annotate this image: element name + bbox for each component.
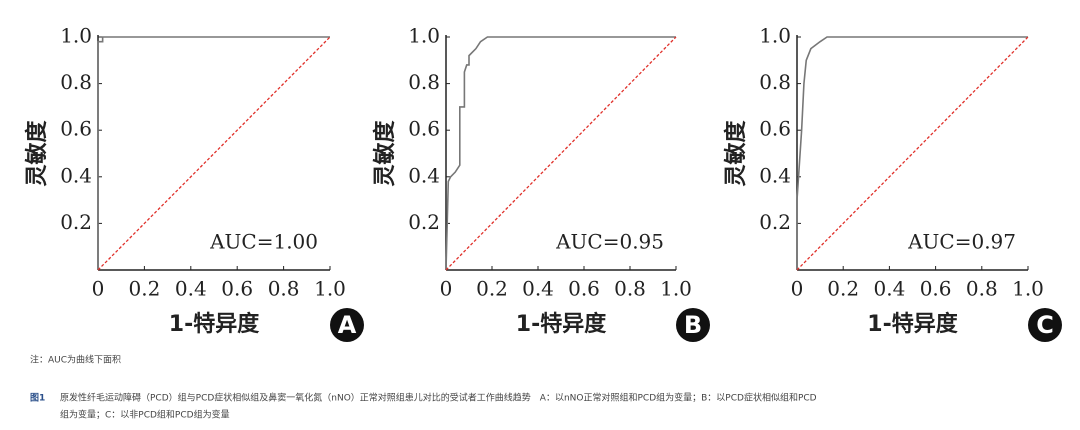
- y-tick-label: 0.2: [759, 210, 791, 234]
- panel-badge: [330, 308, 364, 342]
- roc-curve: [97, 36, 330, 270]
- roc-curve: [445, 36, 676, 271]
- x-tick-label: 0.4: [522, 277, 554, 301]
- y-tick-label: 0.8: [60, 70, 92, 94]
- y-axis-title: 灵敏度: [372, 120, 398, 187]
- y-tick-label: 0.4: [60, 163, 92, 187]
- x-tick-label: 0.4: [175, 277, 207, 301]
- y-tick-label: 0.2: [60, 210, 92, 234]
- panel-badge: [676, 308, 710, 342]
- caption-line: 组为变量；C：以非PCD组和PCD组为变量: [60, 409, 230, 421]
- y-tick-label: 0.8: [408, 70, 440, 94]
- x-tick-label: 0.6: [920, 277, 952, 301]
- x-tick-label: 0: [791, 277, 804, 301]
- auc-annotation: AUC=0.95: [555, 230, 664, 254]
- roc-curve: [796, 36, 1028, 270]
- panel-label: C: [1036, 311, 1054, 339]
- y-tick-label: 0.6: [408, 117, 440, 141]
- y-tick-label: 0.4: [408, 163, 440, 187]
- auc-annotation: AUC=0.97: [907, 230, 1016, 254]
- x-tick-label: 0: [440, 277, 453, 301]
- reference-line: [445, 36, 677, 271]
- note: 注：AUC为曲线下面积: [30, 354, 121, 366]
- y-tick-label: 0.6: [759, 117, 791, 141]
- x-tick-label: 0.4: [873, 277, 905, 301]
- x-tick-label: 0.8: [966, 277, 998, 301]
- y-tick-label: 1.0: [60, 24, 92, 48]
- x-tick-label: 0.6: [221, 277, 253, 301]
- y-tick-label: 0.8: [759, 70, 791, 94]
- auc-annotation: AUC=1.00: [209, 230, 318, 254]
- x-tick-label: 0.8: [614, 277, 646, 301]
- y-tick-label: 1.0: [759, 24, 791, 48]
- caption-label: 图1: [30, 393, 45, 404]
- x-tick-label: 1.0: [660, 277, 692, 301]
- x-tick-label: 1.0: [1012, 277, 1044, 301]
- x-axis-title: 1-特异度: [516, 311, 607, 337]
- y-tick-label: 1.0: [408, 24, 440, 48]
- y-tick-label: 0.6: [60, 117, 92, 141]
- y-tick-label: 0.2: [408, 210, 440, 234]
- x-tick-label: 0.6: [568, 277, 600, 301]
- panel-label: B: [684, 311, 702, 339]
- y-axis-title: 灵敏度: [723, 120, 749, 187]
- x-tick-label: 0: [92, 277, 105, 301]
- panel-label: A: [338, 311, 357, 339]
- y-axis-title: 灵敏度: [24, 120, 50, 187]
- y-tick-label: 0.4: [759, 163, 791, 187]
- caption-line: 原发性纤毛运动障碍（PCD）组与PCD症状相似组及鼻窦一氧化氮（nNO）正常对照…: [60, 392, 817, 404]
- x-tick-label: 1.0: [314, 277, 346, 301]
- x-axis-title: 1-特异度: [867, 311, 958, 337]
- x-tick-label: 0.2: [128, 277, 160, 301]
- x-axis-title: 1-特异度: [169, 311, 260, 337]
- x-tick-label: 0.2: [827, 277, 859, 301]
- x-tick-label: 0.8: [268, 277, 300, 301]
- panel-badge: [1028, 308, 1062, 342]
- x-tick-label: 0.2: [476, 277, 508, 301]
